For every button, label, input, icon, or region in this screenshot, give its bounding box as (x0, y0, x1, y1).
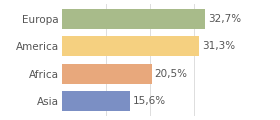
Text: 31,3%: 31,3% (202, 41, 235, 51)
Text: 32,7%: 32,7% (208, 14, 241, 24)
Text: 15,6%: 15,6% (133, 96, 166, 106)
Bar (62, 36, 199, 56)
Bar (62, 91, 130, 111)
Bar (62, 64, 152, 84)
Text: 20,5%: 20,5% (155, 69, 187, 79)
Bar (62, 9, 206, 29)
